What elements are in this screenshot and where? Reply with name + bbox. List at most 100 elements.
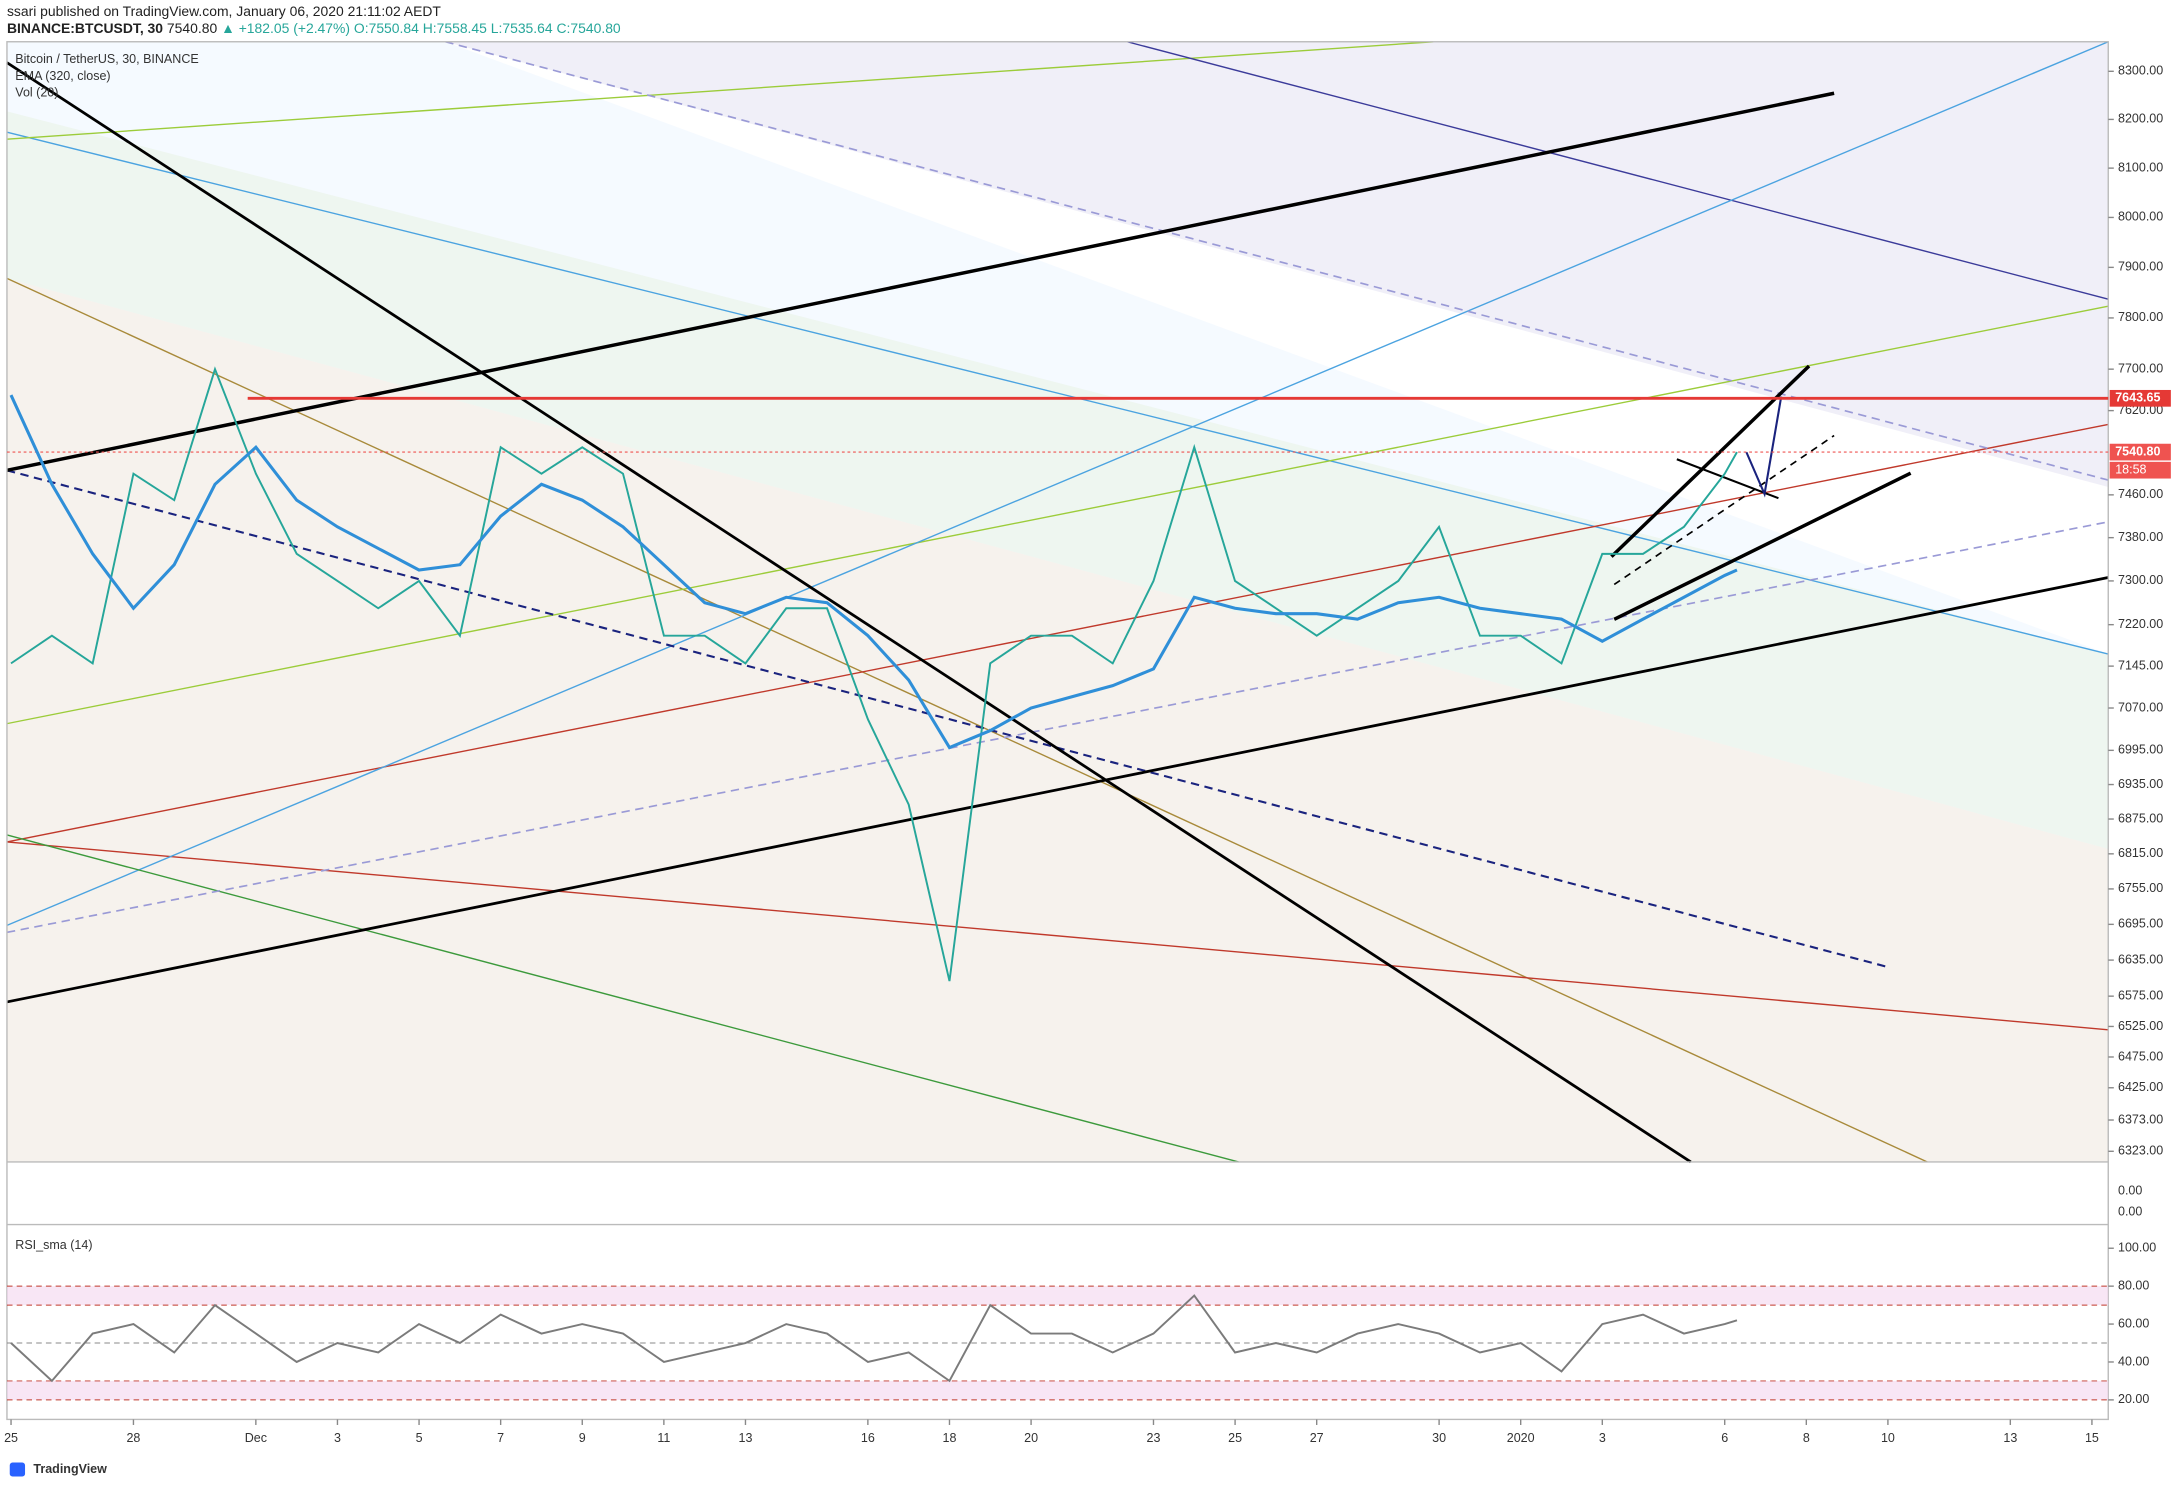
band <box>6 1286 2109 1306</box>
y-tick-label: 6635.00 <box>2118 952 2163 966</box>
annotation: Vol (20) <box>15 86 58 100</box>
x-tick-label: 2020 <box>1507 1431 1535 1445</box>
y-tick-label: 80.00 <box>2118 1278 2149 1292</box>
fork-line <box>6 277 1928 1163</box>
x-tick-label: 30 <box>1432 1431 1446 1445</box>
price-label: 7643.65 <box>2115 391 2160 405</box>
wedge-line <box>1613 471 1912 621</box>
fork-median <box>6 521 2109 934</box>
trend-line <box>6 61 1692 1164</box>
y-tick-label: 6525.00 <box>2118 1019 2163 1033</box>
x-tick-label: 7 <box>497 1431 504 1445</box>
x-tick-label: Dec <box>245 1431 267 1445</box>
x-tick-label: 8 <box>1803 1431 1810 1445</box>
x-tick-label: 5 <box>416 1431 423 1445</box>
y-tick-label: 6575.00 <box>2118 988 2163 1002</box>
y-tick-label: 7700.00 <box>2118 361 2163 375</box>
y-tick-label: 7300.00 <box>2118 573 2163 587</box>
symbol-line: BINANCE:BTCUSDT, 30 7540.80 ▲ +182.05 (+… <box>7 20 621 36</box>
x-tick-label: 23 <box>1147 1431 1161 1445</box>
y-tick-label: 6425.00 <box>2118 1080 2163 1094</box>
y-tick-label: 7900.00 <box>2118 260 2163 274</box>
ohlc: O:7550.84 H:7558.45 L:7535.64 C:7540.80 <box>354 20 621 36</box>
x-tick-label: 27 <box>1310 1431 1324 1445</box>
y-tick-label: 6935.00 <box>2118 777 2163 791</box>
countdown: 18:58 <box>2115 462 2146 476</box>
band <box>6 1380 2109 1400</box>
price-label-box <box>2109 389 2171 407</box>
fork-line <box>6 423 2109 843</box>
y-tick-label: 7070.00 <box>2118 700 2163 714</box>
x-tick-label: 10 <box>1881 1431 1895 1445</box>
legend-entry: EMA (320, close) <box>15 69 110 83</box>
series-line <box>9 394 1738 750</box>
x-tick-label: 20 <box>1024 1431 1038 1445</box>
y-tick-label: 6875.00 <box>2118 811 2163 825</box>
x-tick-label: 16 <box>861 1431 875 1445</box>
y-tick-label: 8100.00 <box>2118 160 2163 174</box>
fork-line <box>6 834 1239 1163</box>
x-tick-label: 15 <box>2085 1431 2099 1445</box>
pane-frame <box>6 41 2109 1421</box>
x-tick-label: 3 <box>334 1431 341 1445</box>
y-tick-label: 6995.00 <box>2118 743 2163 757</box>
symbol: BINANCE:BTCUSDT, 30 <box>7 20 163 36</box>
y-tick-label: 7220.00 <box>2118 617 2163 631</box>
y-tick-label: 8000.00 <box>2118 210 2163 224</box>
y-tick-label: 7460.00 <box>2118 487 2163 501</box>
y-tick-label: 6323.00 <box>2118 1144 2163 1158</box>
fork-line <box>6 841 2109 1031</box>
plot-border <box>6 41 2109 1421</box>
y-tick-label: 40.00 <box>2118 1354 2149 1368</box>
y-tick-label: 7800.00 <box>2118 310 2163 324</box>
volume-axis-label: 0.00 <box>2118 1204 2142 1218</box>
fork-zone <box>6 111 2109 849</box>
y-tick-label: 6815.00 <box>2118 846 2163 860</box>
x-tick-label: 18 <box>943 1431 957 1445</box>
fork-line <box>1127 41 2109 300</box>
x-tick-label: 13 <box>2003 1431 2017 1445</box>
x-tick-label: 25 <box>4 1431 18 1445</box>
y-tick-label: 8200.00 <box>2118 112 2163 126</box>
published-line: ssari published on TradingView.com, Janu… <box>7 3 441 19</box>
price-label-box <box>2109 443 2171 461</box>
y-tick-label: 6373.00 <box>2118 1112 2163 1126</box>
y-tick-label: 100.00 <box>2118 1241 2156 1255</box>
brand-logo <box>9 1462 26 1477</box>
series-line <box>10 366 1738 982</box>
projection-arrow <box>1745 396 1783 498</box>
trend-line <box>6 91 1835 473</box>
trend-line <box>6 576 2109 1004</box>
x-tick-label: 11 <box>657 1431 670 1445</box>
brand: TradingView <box>33 1462 107 1476</box>
x-tick-label: 28 <box>126 1431 140 1445</box>
y-tick-label: 60.00 <box>2118 1316 2149 1330</box>
volume-axis-label: 0.00 <box>2118 1184 2142 1198</box>
legend-entry: Bitcoin / TetherUS, 30, BINANCE <box>15 52 198 66</box>
y-tick-label: 7380.00 <box>2118 530 2163 544</box>
wedge-line <box>1676 458 1779 500</box>
y-tick-label: 6475.00 <box>2118 1049 2163 1063</box>
wedge-mid <box>1613 434 1835 586</box>
y-tick-label: 6755.00 <box>2118 881 2163 895</box>
x-tick-label: 9 <box>579 1431 586 1445</box>
channel-line <box>6 469 1889 969</box>
fork-line <box>6 41 2109 927</box>
price-label: 7540.80 <box>2115 444 2160 458</box>
fork-zone <box>6 278 2109 1162</box>
y-tick-label: 20.00 <box>2118 1392 2149 1406</box>
fork-zone <box>445 41 2109 488</box>
x-tick-label: 3 <box>1599 1431 1606 1445</box>
x-tick-label: 13 <box>739 1431 753 1445</box>
x-tick-label: 25 <box>1228 1431 1242 1445</box>
fork-line <box>6 131 2109 655</box>
fork-median <box>445 40 2109 481</box>
fork-line <box>6 305 2109 725</box>
series-line <box>10 1294 1738 1383</box>
last-price: 7540.80 <box>167 20 218 36</box>
drawings <box>6 40 2109 1164</box>
pane: 8300.00 8200.00 8100.00 8000.00 7900.00 7800.… <box>6 52 2171 1158</box>
y-tick-label: 8300.00 <box>2118 64 2163 78</box>
